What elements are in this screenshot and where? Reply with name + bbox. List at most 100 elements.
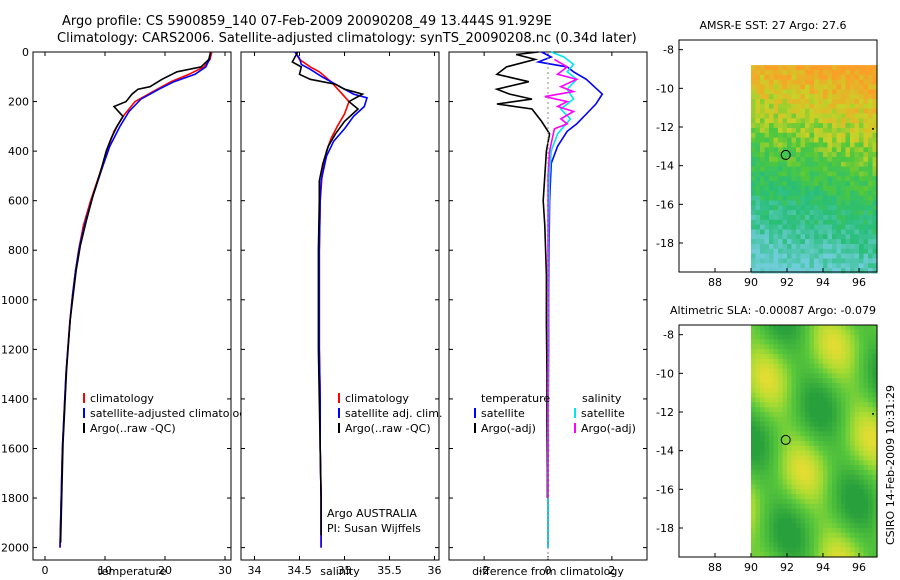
field-cell [787, 325, 793, 331]
field-cell [755, 513, 761, 519]
field-cell [805, 431, 811, 437]
field-cell [764, 412, 770, 418]
field-cell [782, 128, 788, 134]
field-cell [859, 426, 865, 432]
field-cell [872, 503, 878, 510]
field-cell [755, 186, 761, 192]
field-cell [760, 108, 766, 114]
field-cell [764, 147, 770, 153]
field-cell [796, 547, 802, 553]
field-cell [791, 363, 797, 370]
field-cell [782, 344, 788, 350]
field-cell [854, 416, 860, 423]
field-cell [841, 523, 847, 529]
field-cell [872, 339, 878, 345]
field-cell [845, 465, 851, 471]
field-cell [778, 89, 784, 95]
field-cell [760, 103, 766, 110]
field-cell [863, 84, 869, 90]
field-cell [787, 383, 793, 389]
field-cell [773, 344, 779, 350]
field-cell [809, 537, 815, 544]
field-cell [868, 349, 874, 355]
field-cell [800, 65, 806, 71]
field-cell [868, 123, 874, 129]
field-cell [782, 450, 788, 457]
field-cell [814, 258, 820, 264]
field-cell [854, 234, 860, 240]
field-cell [769, 79, 775, 85]
field-cell [854, 421, 860, 428]
field-cell [823, 70, 829, 76]
field-cell [863, 74, 869, 81]
field-cell [872, 547, 878, 553]
field-cell [782, 503, 788, 510]
field-cell [827, 489, 833, 495]
field-cell [854, 215, 860, 221]
field-cell [805, 181, 811, 187]
field-cell [854, 378, 860, 384]
field-cell [800, 113, 806, 119]
field-cell [818, 523, 824, 529]
field-cell [787, 84, 793, 90]
field-cell [791, 190, 797, 197]
field-cell [805, 354, 811, 360]
field-cell [836, 392, 842, 399]
field-cell [800, 74, 806, 81]
field-cell [773, 455, 779, 461]
field-cell [872, 426, 878, 432]
field-cell [872, 142, 878, 148]
field-cell [791, 181, 797, 187]
field-cell [800, 479, 806, 486]
field-cell [805, 113, 811, 119]
field-cell [805, 268, 811, 274]
field-cell [760, 244, 766, 250]
field-cell [778, 363, 784, 370]
field-cell [769, 224, 775, 230]
field-cell [791, 552, 797, 558]
field-cell [868, 499, 874, 505]
field-cell [778, 416, 784, 423]
field-cell [760, 79, 766, 85]
field-cell [764, 542, 770, 548]
field-cell [827, 474, 833, 481]
field-cell [841, 416, 847, 423]
field-cell [832, 392, 838, 399]
field-cell [832, 132, 838, 139]
field-cell [818, 84, 824, 90]
field-cell [764, 349, 770, 355]
field-cell [823, 108, 829, 114]
field-cell [832, 542, 838, 548]
field-cell [778, 426, 784, 432]
field-cell [836, 89, 842, 95]
field-cell [827, 244, 833, 250]
field-cell [850, 455, 856, 461]
field-cell [773, 171, 779, 177]
field-cell [760, 258, 766, 264]
field-cell [868, 537, 874, 544]
field-cell [773, 421, 779, 428]
field-cell [850, 200, 856, 206]
field-cell [773, 176, 779, 182]
field-cell [863, 528, 869, 534]
field-cell [845, 234, 851, 240]
field-cell [809, 334, 815, 341]
field-cell [827, 103, 833, 110]
salinity-panel: 34 34.5 35 35.5 36salinityclimatologysatelli… [240, 51, 442, 578]
field-cell [787, 258, 793, 264]
field-cell [850, 239, 856, 245]
field-cell [791, 542, 797, 548]
field-cell [850, 460, 856, 466]
field-cell [872, 354, 878, 360]
field-cell [827, 128, 833, 134]
field-cell [863, 387, 869, 394]
field-cell [845, 378, 851, 384]
field-cell [760, 248, 766, 255]
field-cell [751, 542, 757, 548]
field-cell [818, 368, 824, 374]
field-cell [863, 229, 869, 235]
field-cell [805, 70, 811, 76]
field-cell [787, 118, 793, 124]
field-cell [805, 157, 811, 163]
field-cell [800, 383, 806, 389]
